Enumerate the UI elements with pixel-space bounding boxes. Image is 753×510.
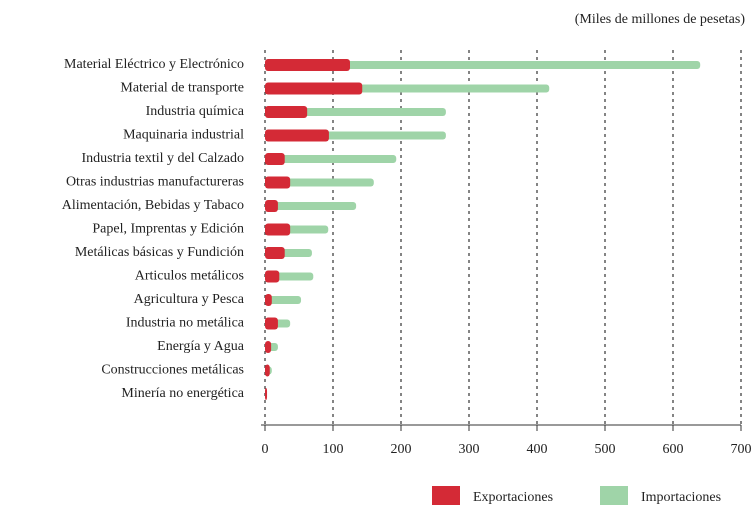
category-label: Agricultura y Pesca [134,292,245,307]
category-label: Maquinaria industrial [123,128,244,143]
category-label: Alimentación, Bebidas y Tabaco [62,198,244,213]
bar [265,364,270,377]
bar [265,200,278,212]
bar [265,153,285,165]
category-label: Papel, Imprentas y Edición [92,222,244,237]
bar [265,59,350,71]
category-label: Otras industrias manufactureras [66,175,244,190]
x-tick-label: 500 [595,442,616,457]
category-label: Energía y Agua [157,339,245,354]
bar [265,341,272,353]
legend-swatch [432,486,460,505]
bar [265,388,268,400]
category-label: Industria no metálica [126,316,245,331]
bar [265,270,280,283]
category-label: Construcciones metálicas [101,363,244,378]
x-tick-label: 300 [459,442,480,457]
x-tick-label: 600 [663,442,684,457]
bar [265,61,701,69]
category-label: Metálicas básicas y Fundición [75,245,244,260]
bar [265,155,397,163]
bar [265,129,329,142]
x-tick-label: 400 [527,442,548,457]
bar [265,108,446,116]
x-tick-label: 100 [323,442,344,457]
bar [265,176,291,189]
bar [265,178,374,187]
bar [265,82,363,95]
category-label: Articulos metálicos [135,269,244,284]
category-label: Material Eléctrico y Electrónico [64,57,244,72]
category-label: Minería no energética [121,386,244,401]
x-tick-label: 700 [731,442,752,457]
bar [265,296,302,304]
legend-swatch [600,486,628,505]
bar [265,202,357,210]
bar [265,317,278,330]
bar [265,223,291,236]
bar [265,106,308,118]
x-tick-label: 0 [262,442,269,457]
category-label: Industria textil y del Calzado [81,151,244,166]
bar [265,247,285,259]
legend-label: Exportaciones [473,490,553,505]
category-label: Industria química [146,104,245,119]
x-tick-label: 200 [391,442,412,457]
chart-subtitle: (Miles de millones de pesetas) [575,12,746,27]
legend-label: Importaciones [641,490,721,505]
bar [265,294,272,306]
category-label: Material de transporte [120,81,244,96]
